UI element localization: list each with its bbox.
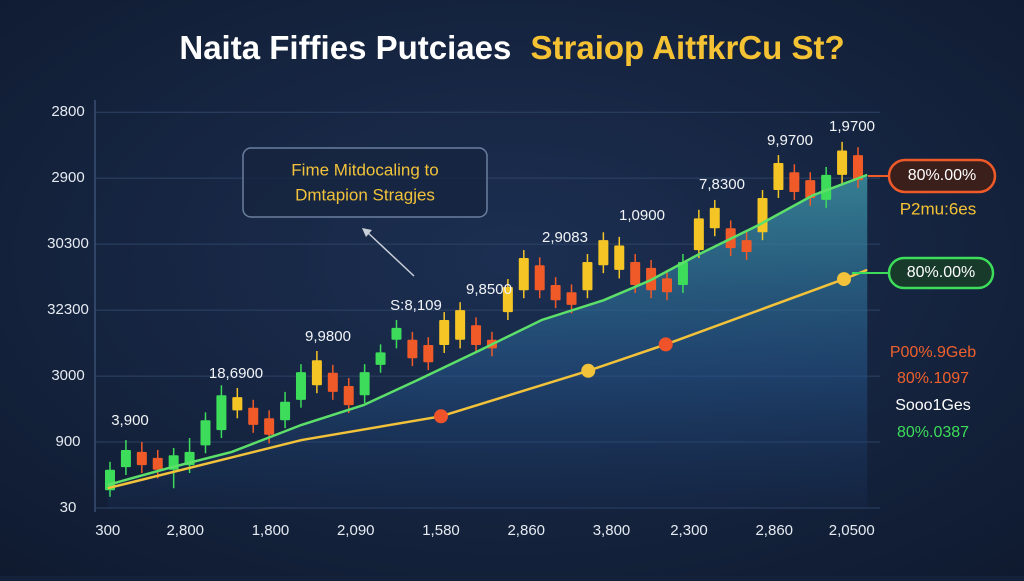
annotation: 1,9700 (829, 118, 875, 135)
candle-body (566, 292, 577, 305)
x-tick-label: 1,580 (422, 522, 460, 539)
candle-body (391, 327, 402, 340)
annotation: S:8,109 (390, 297, 442, 314)
chart-title: Naita Fiffies Putciaes Straiop AitfkrCu … (179, 29, 844, 66)
y-tick-label: 2900 (51, 169, 84, 186)
point (658, 337, 673, 352)
candle-body (741, 240, 752, 253)
x-tick-label: 2,860 (755, 522, 793, 539)
candle-body (439, 319, 450, 346)
line (107, 173, 868, 487)
x-tick-label: 2,090 (337, 522, 375, 539)
title-highlight: Straiop AitfkrCu St? (531, 29, 845, 66)
annotation: 7,8300 (699, 176, 745, 193)
candle-body (200, 420, 211, 446)
side-note: Sooo1Ges (895, 397, 971, 414)
side-note: 80%.0387 (897, 424, 969, 441)
annotation: 9,9700 (767, 132, 813, 149)
candle-body (853, 155, 863, 181)
candle-body (757, 197, 768, 233)
side-note: 80%.1097 (897, 370, 969, 387)
candle-body (471, 325, 482, 346)
candle-body (264, 418, 275, 435)
candle-body (773, 162, 784, 191)
candle-body (821, 174, 832, 200)
side-pill (887, 158, 997, 194)
y-tick-label: 30300 (47, 235, 89, 252)
candle-body (375, 352, 386, 365)
candle-body (295, 372, 306, 400)
callout-arrow (365, 230, 415, 277)
candle-body (789, 172, 800, 193)
candle-body (805, 180, 816, 198)
point (837, 272, 851, 287)
candle-body (677, 261, 688, 286)
candle-body (550, 285, 561, 301)
candle-body (136, 451, 147, 466)
candle-body (598, 240, 609, 266)
candle-body (502, 287, 513, 313)
candle-body (693, 218, 704, 251)
title-main: Naita Fiffies Putciaes (179, 29, 511, 66)
x-tick-label: 2,860 (507, 522, 545, 539)
side-pill (887, 256, 995, 290)
callout-line: Dmtapion Stragjes (295, 185, 435, 204)
candle-body (311, 360, 322, 386)
y-tick-label: 30 (60, 499, 77, 516)
callout-line: Fime Mitdocaling to (291, 160, 438, 179)
side-note: P00%.9Geb (890, 344, 976, 361)
y-tick-label: 2800 (51, 103, 84, 120)
y-tick-label: 32300 (47, 301, 89, 318)
x-tick-label: 3,800 (593, 522, 631, 539)
x-tick-label: 2,0500 (829, 522, 875, 539)
candle-body (248, 407, 259, 425)
candle-body (343, 385, 354, 406)
candle-body (423, 345, 434, 363)
callout-box (242, 147, 488, 218)
annotation: 18,6900 (209, 365, 263, 382)
point (434, 409, 448, 424)
side-caption: P2mu:6es (900, 199, 977, 218)
annotation: 9,8500 (466, 281, 512, 298)
side-pill-label: 80%.00% (908, 167, 977, 184)
candle-body (534, 265, 545, 291)
annotation: 9,9800 (305, 328, 351, 345)
candle-body (280, 401, 291, 421)
x-tick-label: 2,300 (670, 522, 708, 539)
point (581, 363, 596, 378)
annotation: 1,0900 (619, 207, 665, 224)
x-tick-label: 300 (95, 522, 120, 539)
area (107, 174, 868, 508)
side-pill-label: 80%.00% (907, 264, 976, 281)
candle-body (837, 150, 848, 175)
annotation: 2,9083 (542, 229, 588, 246)
candle-body (630, 261, 641, 286)
candle-body (232, 397, 243, 411)
candle-body (582, 261, 593, 291)
candle-body (407, 339, 418, 359)
candle-body (455, 310, 466, 340)
candle-body (614, 245, 625, 270)
y-tick-label: 3000 (51, 367, 84, 384)
candle-body (662, 278, 673, 293)
candle-body (327, 372, 338, 392)
y-tick-label: 900 (55, 433, 80, 450)
candle-body (359, 372, 370, 396)
candle-body (152, 457, 163, 470)
callout-arrowhead (362, 228, 372, 237)
annotation: 3,900 (111, 412, 149, 429)
x-tick-label: 1,800 (252, 522, 290, 539)
x-tick-label: 2,800 (166, 522, 204, 539)
candle-body (120, 449, 131, 468)
candle-body (518, 257, 529, 291)
candle-body (709, 207, 720, 229)
candle-body (216, 395, 227, 431)
candle-body (105, 469, 115, 491)
